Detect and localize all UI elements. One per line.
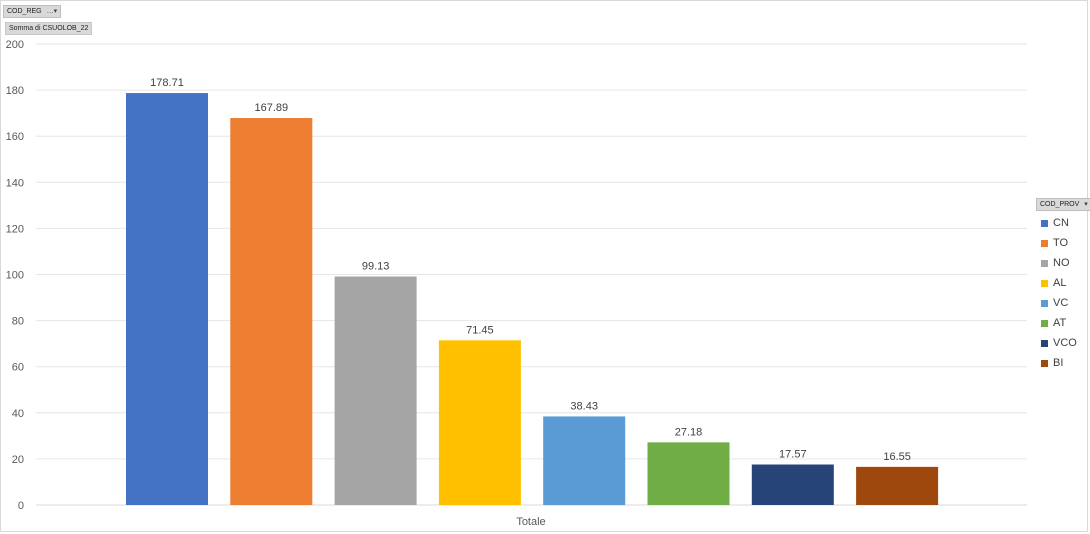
data-label-bi: 16.55 <box>883 451 911 463</box>
bar-vco[interactable] <box>751 464 834 505</box>
y-tick-label: 120 <box>6 223 24 235</box>
bar-bi[interactable] <box>856 466 939 505</box>
y-tick-label: 160 <box>6 131 24 143</box>
legend-item-al[interactable]: AL <box>1041 273 1077 293</box>
legend-item-cn[interactable]: CN <box>1041 213 1077 233</box>
y-tick-label: 100 <box>6 270 24 282</box>
legend-swatch <box>1041 279 1048 287</box>
filter-icon: …▾ <box>46 8 58 15</box>
bar-al[interactable] <box>438 340 521 505</box>
bar-cn[interactable] <box>126 93 208 505</box>
legend-label: TO <box>1053 237 1069 249</box>
bar-to[interactable] <box>230 118 313 505</box>
cod-prov-label: COD_PROV <box>1040 201 1080 208</box>
dropdown-icon: ▾ <box>1084 201 1088 208</box>
y-tick-label: 80 <box>12 316 24 328</box>
data-label-vco: 17.57 <box>779 449 807 461</box>
value-field-label: Somma di CSUOLOB_22 <box>9 25 89 32</box>
legend-label: AL <box>1053 277 1067 289</box>
y-tick-label: 20 <box>12 454 24 466</box>
legend-item-vco[interactable]: VCO <box>1041 333 1077 353</box>
legend-label: AT <box>1053 317 1067 329</box>
legend-label: VCO <box>1053 337 1077 349</box>
data-label-vc: 38.43 <box>570 400 598 412</box>
legend-item-at[interactable]: AT <box>1041 313 1077 333</box>
value-field-button[interactable]: Somma di CSUOLOB_22 <box>5 22 93 35</box>
bar-at[interactable] <box>647 442 730 505</box>
legend-label: CN <box>1053 217 1069 229</box>
legend-item-no[interactable]: NO <box>1041 253 1077 273</box>
legend-swatch <box>1041 239 1048 247</box>
cod-reg-label: COD_REG <box>7 8 42 15</box>
y-tick-label: 60 <box>12 362 24 374</box>
legend-item-bi[interactable]: BI <box>1041 353 1077 373</box>
legend-label: VC <box>1053 297 1069 309</box>
legend-swatch <box>1041 259 1048 267</box>
data-label-at: 27.18 <box>675 426 703 438</box>
legend: CN TO NO AL VC AT VCO BI <box>1041 213 1077 373</box>
cod-prov-filter-button[interactable]: COD_PROV ▾ <box>1036 198 1090 211</box>
y-tick-label: 200 <box>6 39 24 51</box>
legend-swatch <box>1041 339 1048 347</box>
bar-vc[interactable] <box>543 416 626 505</box>
x-category-label: Totale <box>516 516 545 528</box>
legend-item-to[interactable]: TO <box>1041 233 1077 253</box>
y-tick-label: 180 <box>6 85 24 97</box>
data-label-no: 99.13 <box>362 261 390 273</box>
legend-label: BI <box>1053 357 1064 369</box>
y-tick-label: 140 <box>6 177 24 189</box>
y-tick-label: 40 <box>12 408 24 420</box>
legend-swatch <box>1041 219 1048 227</box>
data-label-to: 167.89 <box>254 102 288 114</box>
legend-swatch <box>1041 319 1048 327</box>
bar-no[interactable] <box>334 276 417 505</box>
cod-reg-filter-button[interactable]: COD_REG …▾ <box>3 5 62 18</box>
data-labels: 178.71 167.89 99.13 71.45 38.43 27.18 17.57 16.… <box>150 77 911 463</box>
data-label-al: 71.45 <box>466 324 494 336</box>
data-label-cn: 178.71 <box>150 77 184 89</box>
y-axis: 0 20 40 60 80 100 120 140 160 180 200 <box>6 39 24 512</box>
legend-swatch <box>1041 359 1048 367</box>
legend-swatch <box>1041 299 1048 307</box>
y-tick-label: 0 <box>18 500 24 512</box>
legend-label: NO <box>1053 257 1070 269</box>
bars <box>126 93 939 505</box>
legend-item-vc[interactable]: VC <box>1041 293 1077 313</box>
